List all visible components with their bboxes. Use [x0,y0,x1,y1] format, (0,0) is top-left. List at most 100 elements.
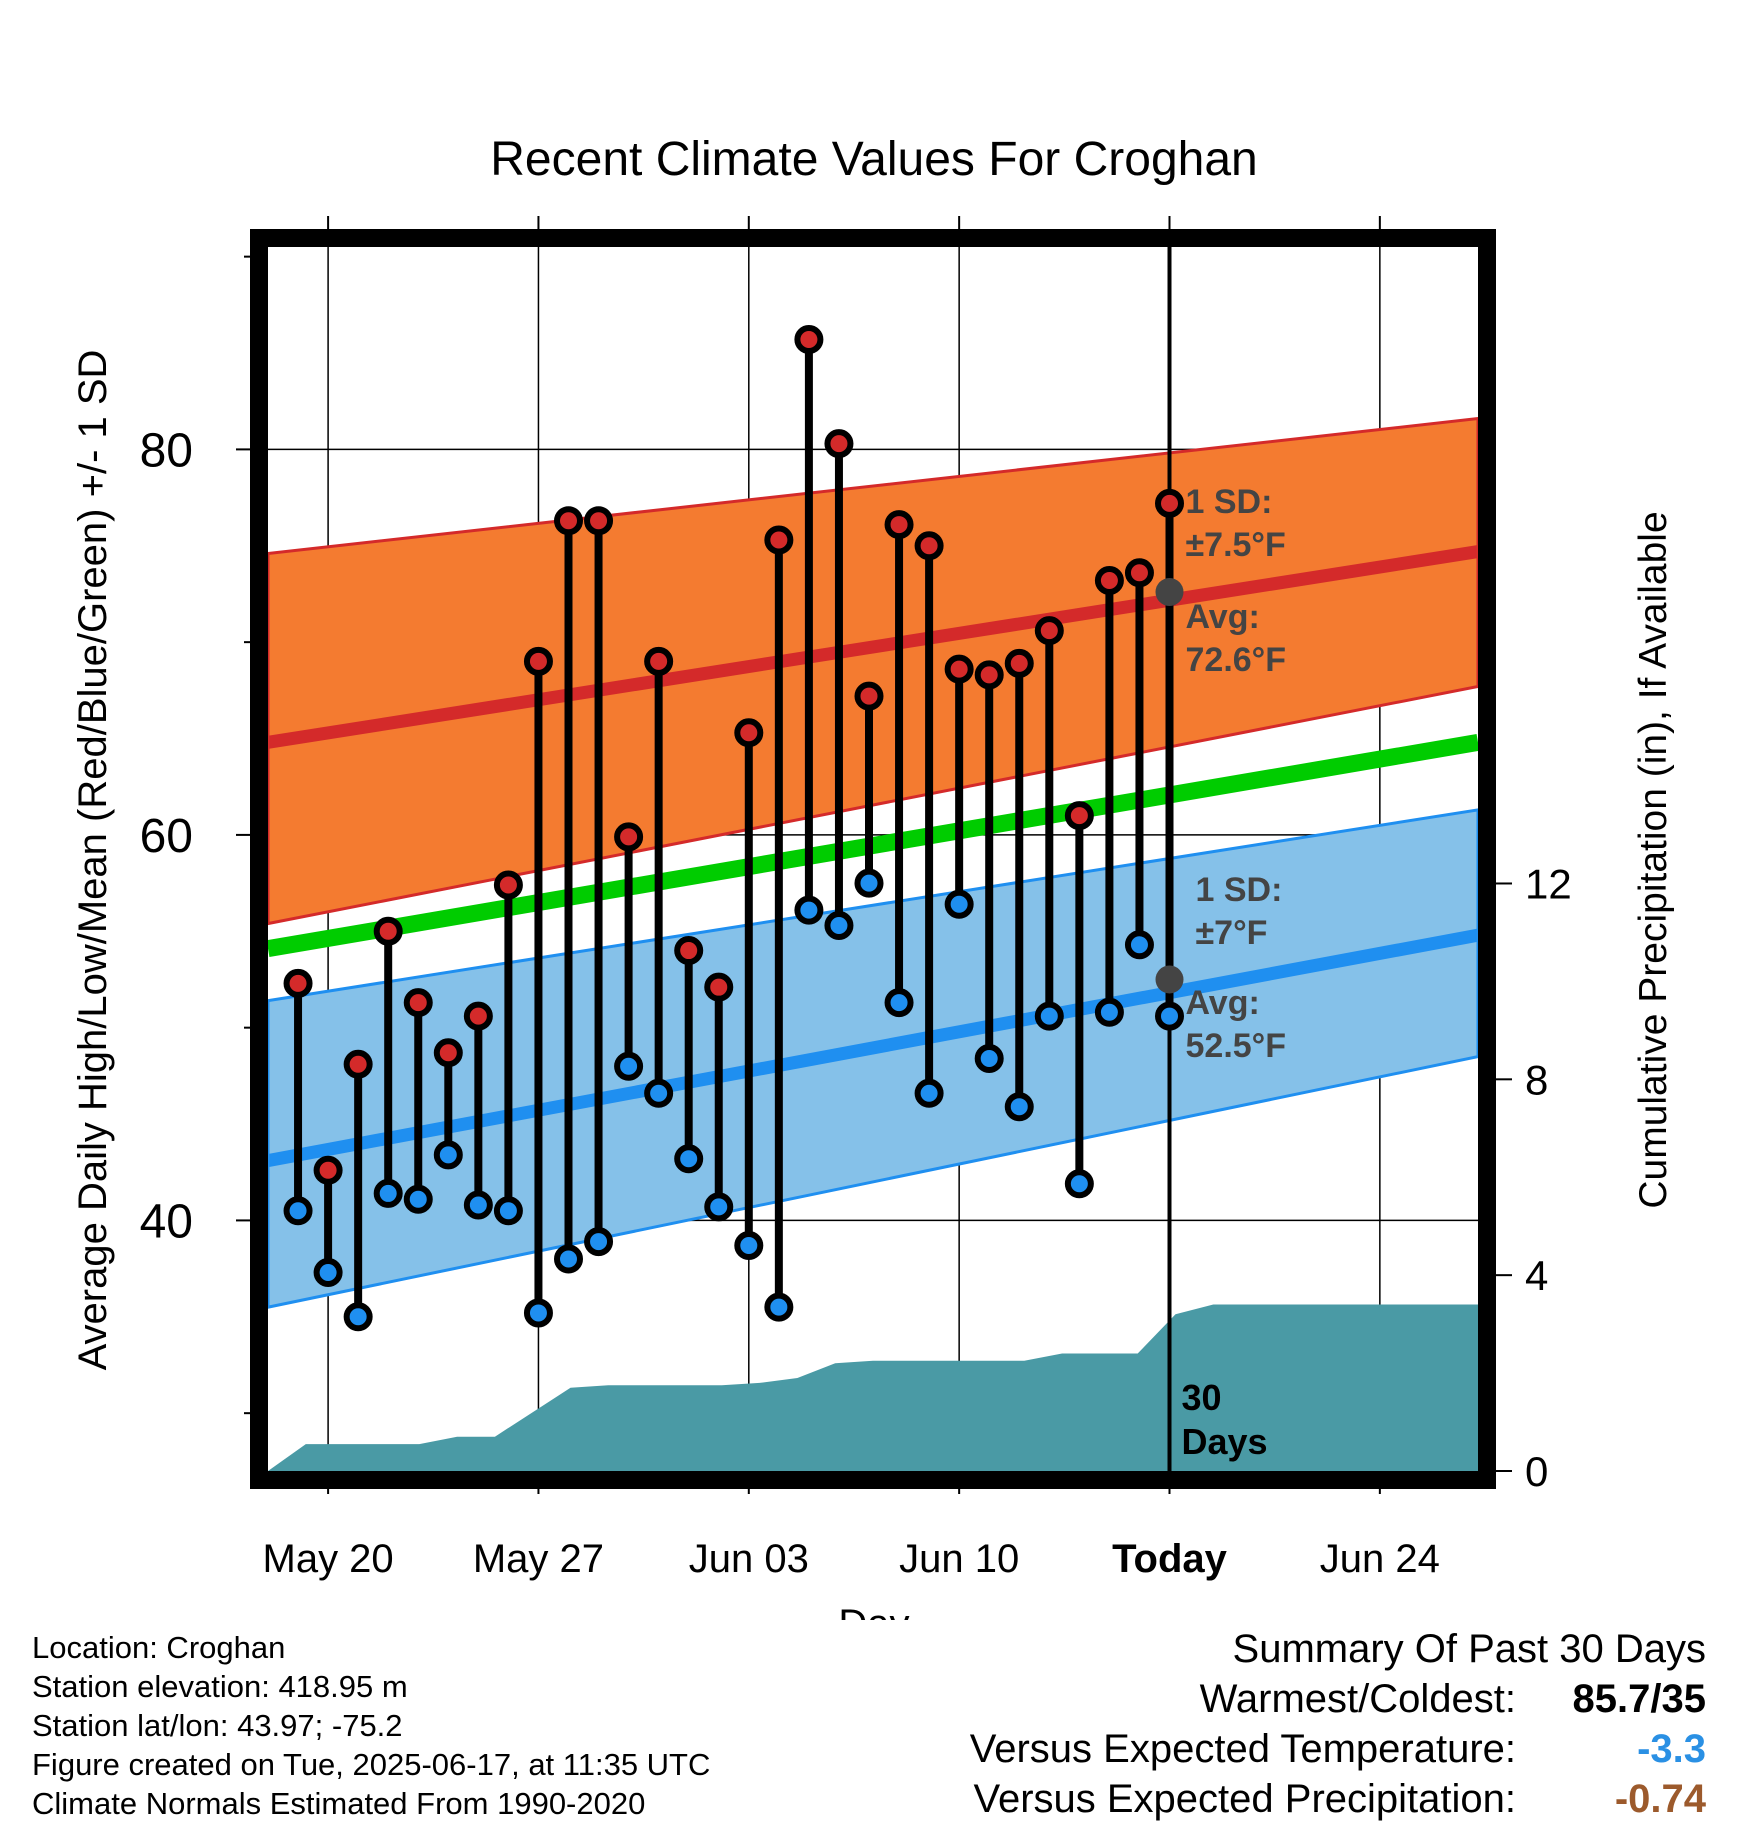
y-right-label-4: 4 [1525,1252,1548,1299]
x-axis-label: Day [838,1602,909,1620]
today-high-avg-marker [1155,578,1184,607]
warmest-label: Warmest/Coldest: [1199,1677,1516,1721]
precip-value: -0.74 [1614,1777,1706,1821]
x-tick-label-0: May 20 [263,1537,394,1581]
high-point-3 [373,916,403,946]
high-point-21 [914,531,944,561]
y-right-label-8: 8 [1525,1056,1548,1103]
x-tick-label-1: May 27 [473,1537,604,1581]
period-label-days: Days [1182,1421,1268,1462]
elevation-text: Station elevation: 418.95 m [32,1669,408,1704]
high-point-23 [974,660,1004,690]
low-point-23 [974,1044,1004,1074]
low-point-15 [734,1230,764,1260]
high-sd-value: ±7.5°F [1186,526,1286,564]
latlon-text: Station lat/lon: 43.97; -75.2 [32,1708,403,1743]
high-point-18 [824,429,854,459]
high-point-28 [1124,558,1154,588]
high-point-2 [343,1049,373,1079]
plot-frame [250,229,1496,1489]
high-point-0 [283,968,313,998]
high-point-6 [463,1001,493,1031]
summary-panel: Summary Of Past 30 Days Warmest/Coldest:… [970,1624,1706,1824]
low-avg-label: Avg: [1186,984,1260,1022]
x-tick-label-3: Jun 10 [899,1537,1019,1581]
low-point-9 [554,1244,583,1274]
high-point-19 [854,681,884,711]
y-left-label-80: 80 [140,424,193,477]
period-label-number: 30 [1182,1377,1222,1418]
low-point-13 [674,1144,704,1174]
low-point-12 [644,1078,674,1108]
low-point-27 [1094,997,1124,1027]
temp-label: Versus Expected Temperature: [969,1727,1516,1771]
high-point-7 [493,870,523,900]
high-point-5 [433,1038,463,1068]
y-axis-label-left: Average Daily High/Low/Mean (Red/Blue/Gr… [71,350,115,1371]
y-left-label-40: 40 [140,1195,193,1248]
high-point-29 [1155,488,1184,518]
y-axis-label-right: Cumulative Precipitation (in), If Availa… [1632,511,1675,1208]
low-point-5 [433,1140,463,1170]
normals-text: Climate Normals Estimated From 1990-2020 [32,1786,646,1821]
location-text: Location: Croghan [32,1630,286,1665]
temp-value: -3.3 [1637,1727,1706,1771]
high-point-25 [1034,616,1064,646]
high-point-10 [584,506,614,536]
created-text: Figure created on Tue, 2025-06-17, at 11… [32,1747,711,1782]
low-avg-value: 52.5°F [1186,1027,1287,1065]
high-point-20 [884,510,914,540]
low-sd-label: 1 SD: [1196,871,1283,909]
low-point-16 [764,1292,794,1322]
high-point-17 [794,325,824,355]
high-point-1 [313,1155,343,1185]
summary-title: Summary Of Past 30 Days [1232,1627,1706,1671]
station-info: Location: Croghan Station elevation: 418… [32,1628,710,1823]
high-avg-label: Avg: [1186,598,1260,636]
x-tick-label-4: Today [1112,1537,1228,1581]
high-point-13 [674,936,704,966]
high-average-line [268,545,1478,749]
warmest-value: 85.7/35 [1572,1677,1706,1721]
high-point-9 [554,506,583,536]
high-point-27 [1094,565,1124,595]
low-point-0 [283,1196,313,1226]
low-point-22 [944,889,974,919]
low-point-1 [313,1257,343,1287]
high-point-15 [734,718,764,748]
today-low-avg-marker [1155,965,1184,994]
low-sd-value: ±7°F [1196,914,1268,952]
low-point-20 [884,988,914,1018]
high-point-12 [644,646,674,676]
low-point-21 [914,1078,944,1108]
high-point-24 [1004,648,1034,678]
low-point-4 [403,1184,433,1214]
high-avg-value: 72.6°F [1186,641,1287,679]
low-point-19 [854,868,884,898]
low-point-25 [1034,1001,1064,1031]
low-point-11 [614,1051,644,1081]
chart-title: Recent Climate Values For Croghan [490,133,1257,186]
high-point-8 [523,646,553,676]
low-point-28 [1124,930,1154,960]
low-point-29 [1155,1001,1184,1031]
high-point-4 [403,988,433,1018]
y-right-label-12: 12 [1525,860,1572,907]
high-sd-label: 1 SD: [1186,483,1273,521]
low-point-10 [584,1227,614,1257]
precip-area [268,1304,1478,1471]
high-point-14 [704,972,734,1002]
x-tick-label-2: Jun 03 [689,1537,809,1581]
high-point-22 [944,654,974,684]
y-right-label-0: 0 [1525,1448,1548,1495]
low-point-14 [704,1192,734,1222]
low-point-7 [493,1196,523,1226]
summary-warmest-row: Warmest/Coldest: 85.7/35 [970,1674,1706,1724]
low-point-18 [824,911,854,941]
low-point-24 [1004,1092,1034,1122]
precip-label: Versus Expected Precipitation: [973,1777,1516,1821]
high-point-11 [614,822,644,852]
climate-chart: 1 SD: ±7.5°F Avg: 72.6°F 1 SD: ±7°F Avg: 52.5°F… [71,133,1675,1620]
summary-precip-row: Versus Expected Precipitation: -0.74 [970,1774,1706,1824]
low-point-17 [794,895,824,925]
